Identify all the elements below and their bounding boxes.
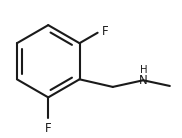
Text: F: F	[45, 122, 52, 135]
Text: H: H	[140, 65, 148, 75]
Text: F: F	[101, 25, 108, 38]
Text: N: N	[139, 74, 148, 87]
